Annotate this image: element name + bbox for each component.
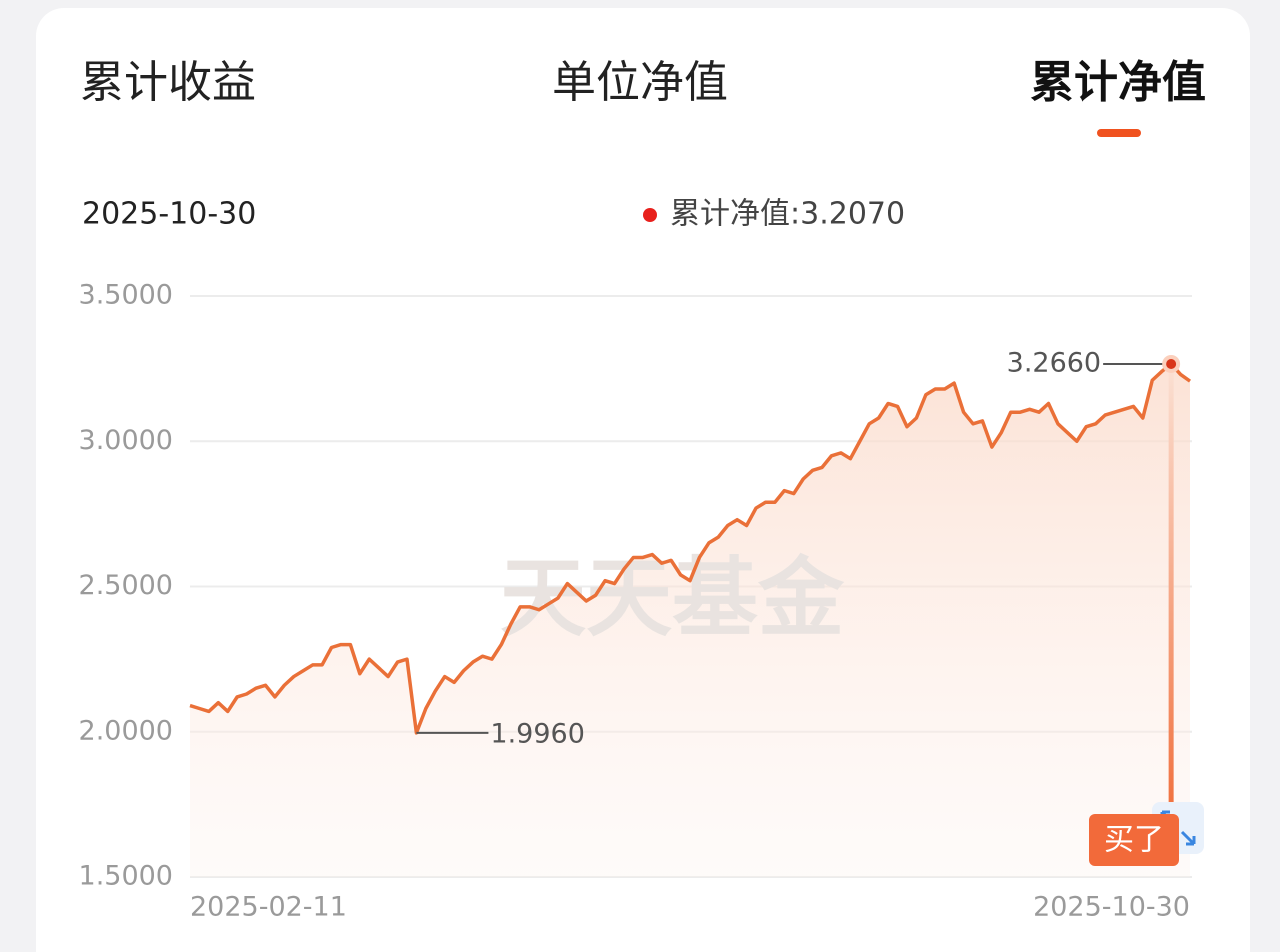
current-date: 2025-10-30 bbox=[82, 197, 256, 232]
tab[interactable]: 累计净值 bbox=[1030, 57, 1206, 108]
max-point bbox=[1166, 358, 1177, 369]
annotation-label: 1.9960 bbox=[490, 718, 584, 749]
y-tick-label: 2.5000 bbox=[79, 570, 173, 601]
legend-value: 累计净值:3.2070 bbox=[670, 197, 905, 232]
y-tick-label: 1.5000 bbox=[79, 861, 173, 892]
legend-dot bbox=[643, 208, 657, 222]
tab[interactable]: 单位净值 bbox=[552, 57, 728, 108]
buy-line bbox=[1168, 363, 1174, 840]
line-area bbox=[190, 363, 1190, 877]
y-tick-label: 3.5000 bbox=[79, 280, 173, 311]
tab-indicator bbox=[1097, 129, 1141, 137]
tab-bar: 累计收益 单位净值 累计净值 bbox=[80, 57, 1206, 137]
annotation-label: 3.2660 bbox=[1007, 347, 1101, 378]
buy-marker[interactable] bbox=[1089, 814, 1179, 866]
x-tick-label: 2025-10-30 bbox=[1033, 892, 1190, 923]
buy-marker-label: 买了 bbox=[1104, 823, 1164, 858]
y-tick-label: 3.0000 bbox=[79, 425, 173, 456]
x-tick-label: 2025-02-11 bbox=[190, 892, 347, 923]
y-tick-label: 2.0000 bbox=[79, 715, 173, 746]
plot: 1.5000 2.0000 2.5000 3.0000 3.5000 2025-02-11… bbox=[79, 280, 1192, 923]
tab[interactable]: 累计收益 bbox=[80, 57, 256, 108]
line-series bbox=[189, 362, 1192, 735]
